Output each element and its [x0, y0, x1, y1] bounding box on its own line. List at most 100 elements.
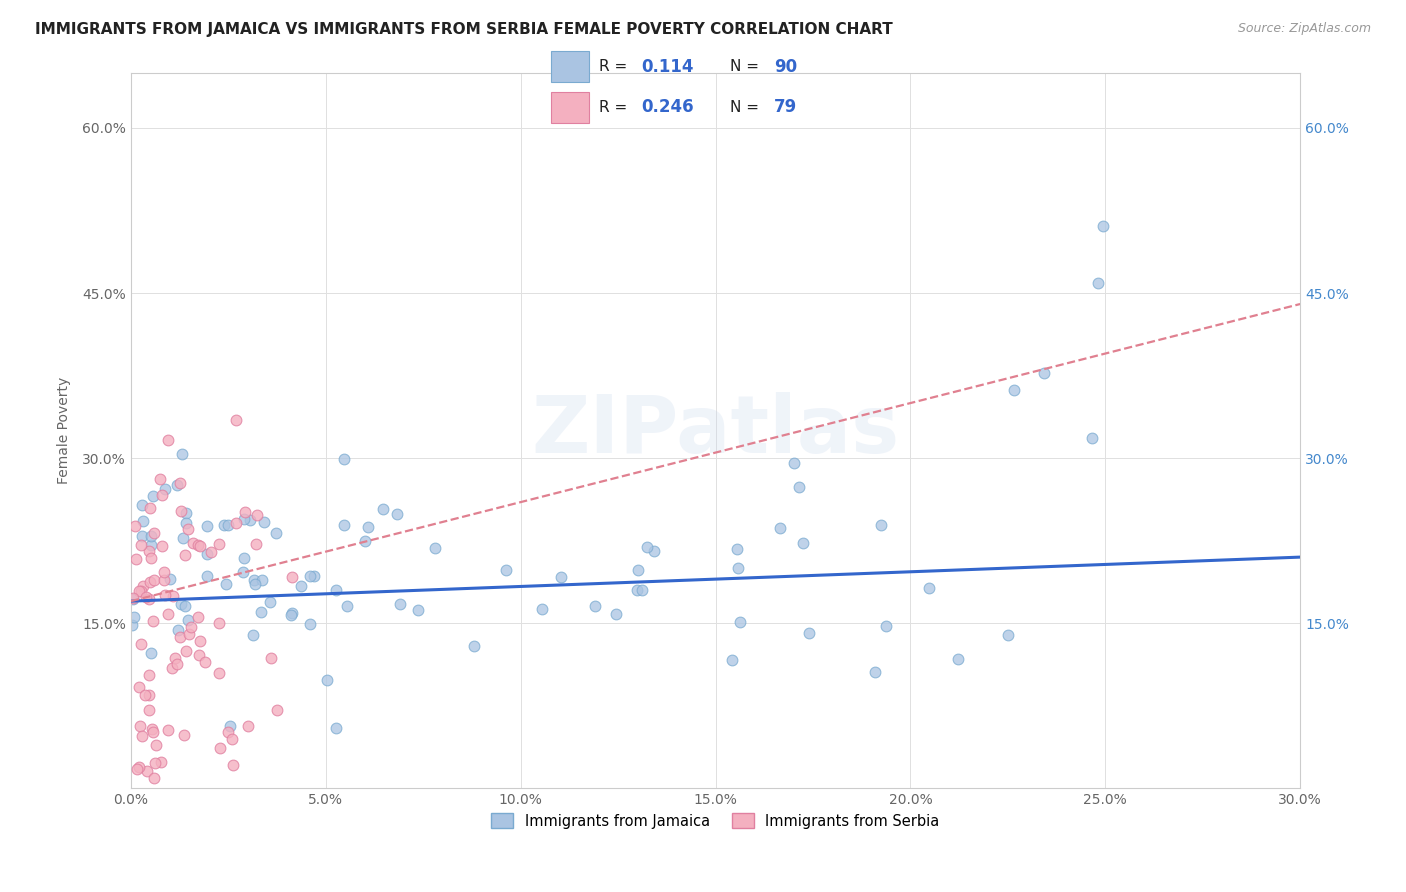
Point [195, 569, 218, 583]
Point [531, 602, 554, 616]
Point [626, 582, 648, 597]
Point [918, 582, 941, 596]
Point [1091, 219, 1114, 233]
Text: R =: R = [599, 100, 631, 115]
Point [388, 597, 411, 611]
Point [208, 666, 231, 681]
Point [212, 518, 235, 533]
Point [605, 607, 627, 621]
Point [190, 539, 212, 553]
Point [138, 501, 160, 516]
Point [245, 537, 267, 551]
Point [131, 729, 153, 743]
Point [174, 599, 197, 614]
Point [797, 626, 820, 640]
Point [245, 576, 267, 591]
Point [236, 719, 259, 733]
Point [142, 615, 165, 629]
Point [174, 549, 197, 563]
Point [121, 618, 143, 632]
Point [157, 607, 180, 621]
Point [129, 719, 152, 733]
Point [173, 728, 195, 742]
Point [387, 507, 409, 521]
Point [239, 513, 262, 527]
Point [167, 624, 190, 638]
Point [138, 688, 160, 702]
Point [336, 599, 359, 614]
Point [174, 516, 197, 530]
Point [139, 539, 162, 553]
Point [290, 579, 312, 593]
Point [222, 758, 245, 772]
Point [225, 412, 247, 426]
Point [233, 505, 256, 519]
Point [177, 614, 200, 628]
Point [281, 569, 304, 583]
Point [170, 597, 193, 611]
Point [333, 517, 356, 532]
Point [169, 475, 191, 490]
Point [1002, 383, 1025, 397]
Text: Source: ZipAtlas.com: Source: ZipAtlas.com [1237, 22, 1371, 36]
Point [783, 456, 806, 470]
Point [280, 608, 302, 623]
Point [139, 529, 162, 543]
Point [325, 582, 347, 597]
Text: IMMIGRANTS FROM JAMAICA VS IMMIGRANTS FROM SERBIA FEMALE POVERTY CORRELATION CHA: IMMIGRANTS FROM JAMAICA VS IMMIGRANTS FR… [35, 22, 893, 37]
Point [124, 519, 146, 533]
Point [132, 514, 155, 528]
Point [156, 723, 179, 738]
Point [630, 582, 652, 597]
Point [139, 550, 162, 565]
Point [128, 759, 150, 773]
Point [153, 588, 176, 602]
Point [626, 563, 648, 577]
Point [141, 722, 163, 736]
Point [253, 515, 276, 529]
Point [217, 724, 239, 739]
Point [188, 634, 211, 648]
Text: R =: R = [599, 59, 631, 74]
Point [141, 646, 163, 660]
Point [131, 637, 153, 651]
Point [152, 565, 174, 579]
Text: 79: 79 [775, 98, 797, 116]
Point [150, 755, 173, 769]
Point [153, 573, 176, 587]
Text: 0.246: 0.246 [641, 98, 693, 116]
Point [357, 520, 380, 534]
Point [249, 605, 271, 619]
Point [875, 619, 897, 633]
Point [169, 631, 191, 645]
Text: ZIPatlas: ZIPatlas [531, 392, 900, 469]
Point [128, 680, 150, 694]
Point [125, 551, 148, 566]
Point [138, 703, 160, 717]
Text: N =: N = [730, 59, 763, 74]
Point [172, 531, 194, 545]
Point [260, 651, 283, 665]
Text: N =: N = [730, 100, 763, 115]
Point [181, 536, 204, 550]
Point [863, 665, 886, 679]
Point [221, 732, 243, 747]
Point [219, 718, 242, 732]
Point [242, 573, 264, 587]
Point [583, 599, 606, 613]
Point [135, 764, 157, 778]
Point [187, 538, 209, 552]
Point [159, 573, 181, 587]
Point [208, 616, 231, 631]
Point [129, 584, 152, 599]
Point [157, 434, 180, 448]
Point [122, 610, 145, 624]
Point [233, 550, 256, 565]
Point [463, 639, 485, 653]
Point [550, 570, 572, 584]
Point [138, 592, 160, 607]
Point [122, 591, 145, 606]
Point [187, 610, 209, 624]
Point [170, 447, 193, 461]
Point [246, 508, 269, 523]
